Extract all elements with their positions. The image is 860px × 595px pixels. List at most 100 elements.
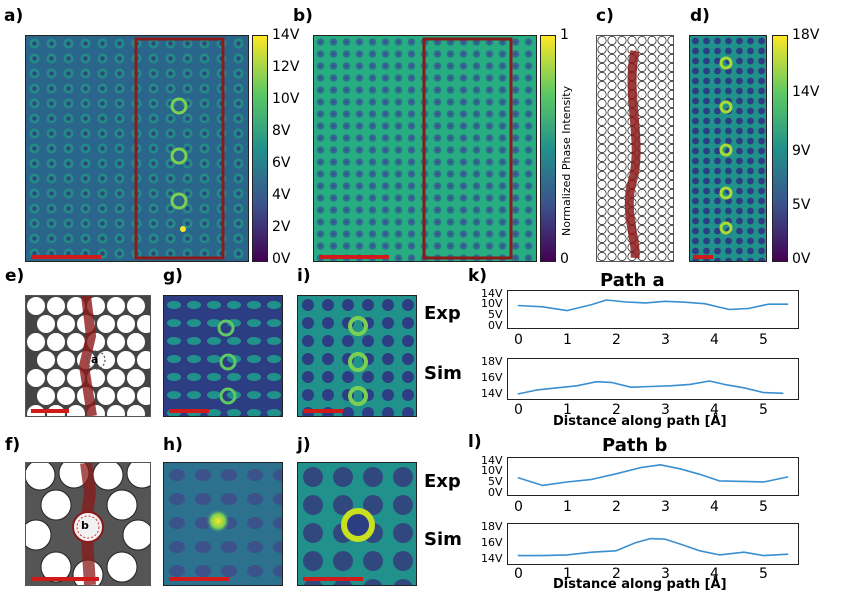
- chart-k-sim-xtick: 0: [514, 402, 523, 418]
- panel-k-label: k): [468, 266, 488, 286]
- series-line: [517, 537, 789, 557]
- chart-k-sim-ytick: 16V: [481, 371, 503, 384]
- colorbar-b-tick: 0: [560, 251, 569, 267]
- chart-k-exp-axes: [507, 290, 799, 329]
- chart-k-exp-xtick: 3: [661, 332, 670, 348]
- scale-bar: [693, 255, 713, 259]
- panel-l-label: l): [468, 432, 482, 452]
- colorbar-b-label: Normalized Phase Intensity: [560, 85, 573, 236]
- panel-g-exp-zoom: [163, 295, 283, 417]
- chart-l-title: Path b: [602, 435, 668, 456]
- colorbar-a-tick: 6V: [272, 155, 291, 171]
- colorbar-d-tick: 5V: [792, 197, 811, 213]
- scale-bar: [169, 409, 209, 413]
- colorbar-a: [252, 35, 268, 262]
- scale-bar: [31, 409, 69, 413]
- chart-k-sim-ytick: 14V: [481, 387, 503, 400]
- chart-k-exp-xtick: 2: [612, 332, 621, 348]
- colorbar-d: [772, 35, 788, 262]
- panel-f-lattice: b: [25, 462, 151, 586]
- scale-bar: [169, 577, 229, 581]
- chart-l-exp-xtick: 3: [661, 499, 670, 515]
- chart-l-sim-ytick: 16V: [481, 536, 503, 549]
- panel-c-lattice: [596, 35, 674, 262]
- panel-j-label: j): [297, 435, 311, 455]
- panel-c-label: c): [596, 6, 614, 26]
- chart-k-sim-xtick: 3: [661, 402, 670, 418]
- colorbar-d-tick: 0V: [792, 251, 811, 267]
- chart-k-exp-xtick: 0: [514, 332, 523, 348]
- chart-k-xlabel: Distance along path [Å]: [553, 414, 727, 429]
- panel-c-image: [597, 36, 673, 261]
- scale-bar: [319, 255, 389, 259]
- chart-l-exp-plot: [517, 464, 789, 487]
- panel-d-sim-map: [689, 35, 767, 262]
- panel-i-sim-zoom: [297, 295, 417, 417]
- colorbar-a-tick: 4V: [272, 187, 291, 203]
- panel-j-sim-zoom: [297, 462, 417, 586]
- series-line: [517, 464, 789, 487]
- series-line: [517, 299, 789, 312]
- panel-h-image: [164, 463, 282, 585]
- chart-k-sim-xtick: 4: [710, 402, 719, 418]
- colorbar-a-tick: 0V: [272, 251, 291, 267]
- chart-k-exp-xtick: 4: [710, 332, 719, 348]
- row-label-sim: Sim: [424, 363, 462, 384]
- colorbar-b: [540, 35, 556, 262]
- colorbar-a-tick: 12V: [272, 59, 300, 75]
- chart-l-sim-xtick: 2: [612, 566, 621, 582]
- scale-bar: [303, 577, 363, 581]
- chart-k-exp-plot: [517, 299, 789, 312]
- chart-k-sim-xtick: 2: [612, 402, 621, 418]
- chart-l-sim-ytick: 14V: [481, 552, 503, 565]
- chart-l-exp-ytick: 0V: [488, 486, 503, 499]
- chart-l-sim-xtick: 3: [661, 566, 670, 582]
- chart-l-sim-xtick: 4: [710, 566, 719, 582]
- chart-k-exp-ytick: 10V: [481, 297, 503, 310]
- chart-l-exp-xtick: 0: [514, 499, 523, 515]
- colorbar-d-tick: 18V: [792, 27, 820, 43]
- chart-k-sim-xtick: 1: [563, 402, 572, 418]
- colorbar-a-tick: 14V: [272, 27, 300, 43]
- colorbar-a-tick: 2V: [272, 219, 291, 235]
- panel-b-phase-map: [313, 35, 537, 262]
- panel-g-image: [164, 296, 282, 416]
- chart-k-sim-ytick: 18V: [481, 355, 503, 368]
- chart-l-sim-xtick: 1: [563, 566, 572, 582]
- chart-k-title: Path a: [600, 270, 665, 291]
- highlight-box: [134, 37, 225, 260]
- chart-l-sim-plot: [517, 537, 789, 557]
- chart-l-exp-xtick: 1: [563, 499, 572, 515]
- panel-b-image: [314, 36, 536, 261]
- highlight-box: [422, 37, 513, 260]
- chart-l-exp-xtick: 4: [710, 499, 719, 515]
- chart-l-sim-xtick: 5: [759, 566, 768, 582]
- colorbar-d-tick: 9V: [792, 143, 811, 159]
- chart-k-exp-xtick: 5: [759, 332, 768, 348]
- panel-i-image: [298, 296, 416, 416]
- panel-g-label: g): [163, 266, 183, 286]
- chart-k-sim-plot: [517, 380, 784, 395]
- chart-k-exp-ytick: 5V: [488, 308, 503, 321]
- chart-l-sim-xtick: 0: [514, 566, 523, 582]
- colorbar-a-tick: 10V: [272, 91, 300, 107]
- scale-bar: [31, 577, 99, 581]
- chart-l-exp-ytick: 10V: [481, 464, 503, 477]
- colorbar-b-tick: 1: [560, 27, 569, 43]
- chart-l-exp-axes: [507, 457, 799, 496]
- marker-b: b: [81, 519, 89, 532]
- panel-i-label: i): [297, 266, 311, 286]
- panel-f-label: f): [5, 435, 21, 455]
- colorbar-d-tick: 14V: [792, 84, 820, 100]
- chart-k-sim-xtick: 5: [759, 402, 768, 418]
- chart-k-exp-xtick: 1: [563, 332, 572, 348]
- chart-l-exp-ytick: 5V: [488, 475, 503, 488]
- panel-f-image: [26, 463, 150, 585]
- panel-d-image: [690, 36, 766, 261]
- scale-bar: [303, 409, 343, 413]
- panel-h-exp-zoom: [163, 462, 283, 586]
- panel-d-label: d): [690, 6, 710, 26]
- chart-k-exp-ytick: 14V: [481, 287, 503, 300]
- panel-a-label: a): [4, 6, 24, 26]
- series-line: [517, 380, 784, 395]
